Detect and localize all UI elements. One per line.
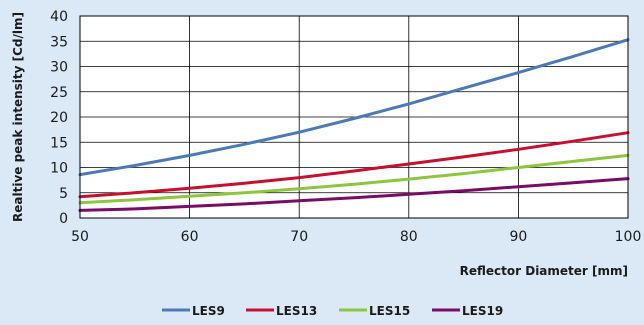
plot-frame — [79, 15, 629, 219]
x-tick-labels: 50 60 70 80 90 100 — [71, 229, 641, 245]
series-line-les19 — [78, 177, 630, 212]
legend-label-les19: LES19 — [462, 304, 503, 318]
series-line-les15 — [78, 153, 630, 205]
x-tick-label: 90 — [509, 229, 527, 245]
legend: LES9 LES13 LES15 LES19 — [162, 304, 503, 318]
legend-label-les15: LES15 — [369, 304, 410, 318]
y-tick-label: 0 — [59, 211, 68, 227]
x-tick-label: 60 — [181, 229, 199, 245]
series-line-les9 — [78, 38, 630, 177]
y-tick-labels: 0 5 10 15 20 25 30 35 40 — [50, 9, 68, 227]
y-axis-title: Realtive peak intensity [Cd/lm] — [11, 12, 25, 222]
y-tick-label: 25 — [50, 85, 68, 101]
y-tick-label: 35 — [50, 34, 68, 50]
y-tick-label: 30 — [50, 60, 68, 76]
y-tick-label: 20 — [50, 110, 68, 126]
x-tick-label: 100 — [615, 229, 642, 245]
x-tick-label: 70 — [290, 229, 308, 245]
series-line-les13 — [78, 131, 630, 199]
legend-label-les9: LES9 — [192, 304, 225, 318]
y-tick-label: 40 — [50, 9, 68, 25]
x-tick-label: 80 — [400, 229, 418, 245]
y-tick-label: 5 — [59, 186, 68, 202]
x-axis-title: Reflector Diameter [mm] — [460, 264, 628, 278]
series-lines — [78, 38, 630, 212]
y-tick-label: 15 — [50, 135, 68, 151]
x-tick-label: 50 — [71, 229, 89, 245]
y-tick-label: 10 — [50, 161, 68, 177]
legend-label-les13: LES13 — [276, 304, 317, 318]
